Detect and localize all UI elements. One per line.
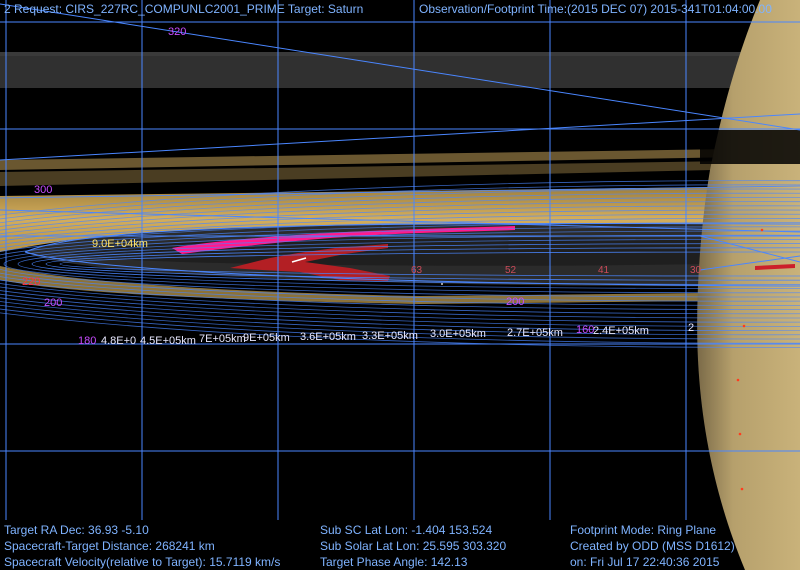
sub-sc-lat-lon: Sub SC Lat Lon: -1.404 153.524 xyxy=(320,523,493,537)
target-phase-angle: Target Phase Angle: 142.13 xyxy=(320,555,468,569)
spacecraft-velocity: Spacecraft Velocity(relative to Target):… xyxy=(4,555,281,569)
ring-band-thin-gold xyxy=(0,148,800,170)
target-dot xyxy=(441,283,443,285)
marker-dot xyxy=(736,378,740,382)
longitude-label: 320 xyxy=(168,26,187,38)
ring-radius-label: 9E+05km xyxy=(243,332,290,344)
ring-radius-contour xyxy=(0,205,800,323)
angle-tick-label: 30 xyxy=(690,265,702,276)
ring-radius-contour xyxy=(3,234,800,294)
target-ra-dec: Target RA Dec: 36.93 -5.10 xyxy=(4,523,149,537)
ring-radius-contour xyxy=(17,239,800,289)
longitude-label: 180 xyxy=(78,335,97,347)
ring-radius-label: 3.3E+05km xyxy=(362,330,418,342)
footprint-center-marker xyxy=(291,257,307,263)
ring-radius-label: 3.6E+05km xyxy=(300,331,356,343)
footprint-red-small xyxy=(755,264,795,270)
angle-tick-label: 63 xyxy=(411,265,423,276)
marker-dot xyxy=(742,324,746,328)
grid-line-planet xyxy=(699,255,800,271)
ring-band-upper-gray xyxy=(0,52,800,88)
marker-dot xyxy=(760,228,764,232)
observation-time: Observation/Footprint Time:(2015 DEC 07)… xyxy=(419,2,772,16)
longitude-line xyxy=(0,113,800,161)
ring-radius-label: 2.7E+05km xyxy=(507,327,563,339)
ring-radius-contour xyxy=(0,213,800,315)
ring-radius-contour xyxy=(0,222,800,306)
angle-tick-label: 41 xyxy=(598,265,610,276)
ring-radius-label: 4.5E+05km xyxy=(140,335,196,347)
ring-radius-contour xyxy=(24,251,800,287)
ring-radius-label: 2.4E+05km xyxy=(593,325,649,337)
longitude-label: 220 xyxy=(22,276,41,288)
sub-solar-lat-lon: Sub Solar Lat Lon: 25.595 303.320 xyxy=(320,539,507,553)
marker-dot xyxy=(738,432,742,436)
ring-band-upper-gray-edge xyxy=(0,52,800,56)
longitude-label: 200 xyxy=(44,297,63,309)
ring-band-gold-faint xyxy=(0,160,800,186)
longitude-label: 300 xyxy=(34,184,53,196)
ring-radius-contour xyxy=(0,197,800,331)
ring-radius-label: 7E+05km xyxy=(199,333,246,345)
saturn-surface-markers xyxy=(736,228,764,491)
spacecraft-target-distance: Spacecraft-Target Distance: 268241 km xyxy=(4,539,215,553)
request-title: 2 Request: CIRS_227RC_COMPUNLC2001_PRIME… xyxy=(4,2,364,16)
ring-radius-contour xyxy=(0,184,800,344)
created-on: on: Fri Jul 17 22:40:36 2015 xyxy=(570,555,720,569)
footprint-mode: Footprint Mode: Ring Plane xyxy=(570,523,717,537)
longitude-line xyxy=(0,3,800,131)
ring-radius-contour xyxy=(0,209,800,319)
ring-radius-contour xyxy=(0,180,800,348)
ring-radius-contour xyxy=(0,201,800,327)
created-by: Created by ODD (MSS D1612) xyxy=(570,539,735,553)
ring-radius-contour xyxy=(0,188,800,340)
ring-band-gold-lower xyxy=(0,266,800,304)
ring-radius-contour xyxy=(24,222,800,253)
ring-radius-label: 4.8E+0 xyxy=(101,335,137,347)
ring-radius-label: 2 xyxy=(688,322,695,334)
ring-radius-contour xyxy=(0,192,800,336)
ring-radius-contour xyxy=(0,230,800,298)
marker-dot xyxy=(740,487,744,491)
ring-radius-label: 3.0E+05km xyxy=(430,328,486,340)
longitude-label: 160 xyxy=(576,324,595,336)
ring-radius-contour xyxy=(0,226,800,302)
saturn-ring-shadow-band xyxy=(700,130,800,164)
ring-radius-contour xyxy=(31,243,800,285)
footprint-red xyxy=(230,244,390,281)
ring-radius-contour xyxy=(45,247,800,281)
longitude-label: 200 xyxy=(506,296,525,308)
ring-radius-contour xyxy=(0,218,800,310)
longitude-line xyxy=(0,185,800,199)
grid-line-planet xyxy=(699,235,800,263)
longitude-latitude-grid xyxy=(0,0,800,520)
ring-radius-label: 9.0E+04km xyxy=(92,238,148,250)
angle-tick-label: 52 xyxy=(505,265,517,276)
